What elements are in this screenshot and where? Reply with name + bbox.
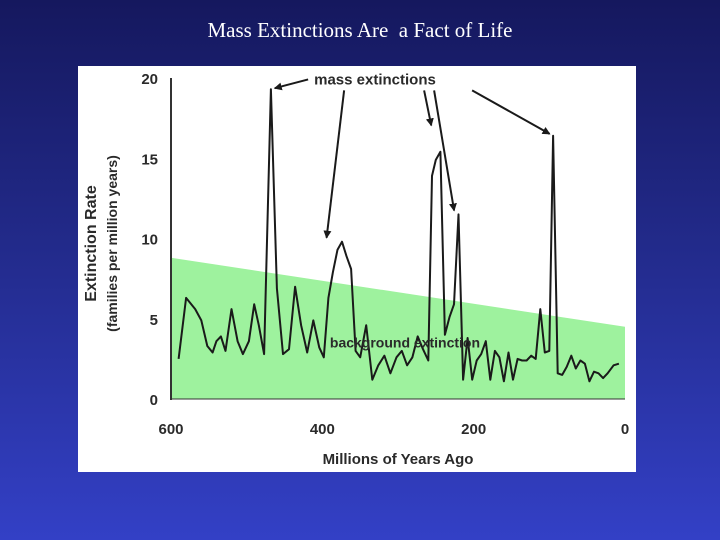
x-tick-label: 400 [310,421,335,438]
x-axis-label: Millions of Years Ago [323,451,474,468]
y-axis-label: Extinction Rate [83,185,100,302]
x-tick-labels: 600 400 200 0 [158,421,629,438]
slide-title: Mass Extinctions Are a Fact of Life [207,18,513,42]
mass-extinction-arrow [423,90,434,127]
chart-axes [170,78,625,400]
mass-extinction-arrow [323,90,346,239]
y-tick-label: 20 [141,71,158,88]
x-tick-label: 600 [158,421,183,438]
mass-extinctions-label: mass extinctions [314,71,436,88]
x-tick-label: 0 [621,421,629,438]
background-extinction-band [171,257,625,399]
y-tick-labels: 20 15 10 5 0 [141,71,158,409]
mass-extinction-arrow [273,78,309,91]
y-axis-label-units: (families per million years) [104,155,120,332]
chart-panel: 20 15 10 5 0 600 400 200 0 mass extinctions bac… [78,66,636,472]
mass-extinction-arrows [273,78,551,239]
x-tick-label: 200 [461,421,486,438]
y-tick-label: 15 [141,151,158,168]
y-tick-label: 5 [150,312,158,329]
mass-extinction-arrow [471,89,551,135]
extinction-chart: 20 15 10 5 0 600 400 200 0 mass extinctions bac… [83,71,629,468]
mass-extinction-arrow [433,90,457,212]
background-extinction-label: background extinction [330,335,480,351]
y-tick-label: 0 [150,392,158,409]
extinction-rate-line [177,88,620,383]
y-tick-label: 10 [141,232,158,249]
